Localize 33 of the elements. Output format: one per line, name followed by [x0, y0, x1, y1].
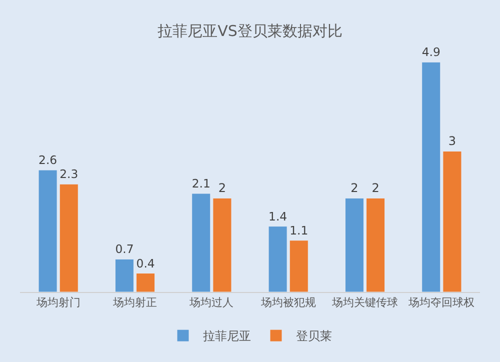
bar [289, 240, 308, 292]
bar [268, 226, 288, 292]
bar [344, 198, 364, 292]
data-label: 2 [372, 181, 380, 196]
bar [422, 62, 441, 292]
legend-label: 拉菲尼亚 [203, 329, 251, 344]
data-label: 0.7 [115, 242, 134, 256]
bar [366, 198, 386, 292]
bar [442, 150, 462, 292]
legend-label: 登贝莱 [296, 329, 332, 344]
bar [38, 170, 58, 292]
x-tick-label: 场均关键传球 [331, 296, 398, 310]
data-label: 2 [218, 181, 226, 196]
bar [114, 258, 134, 292]
x-tick-label: 场均被犯规 [260, 296, 316, 310]
data-label: 1.4 [268, 209, 288, 224]
data-label: 2.1 [192, 176, 210, 191]
bar [136, 272, 156, 292]
data-label: 3 [448, 134, 456, 148]
bar [192, 193, 211, 292]
data-label: 0.4 [136, 256, 155, 270]
x-tick-label: 场均过人 [188, 296, 234, 310]
bar [59, 184, 78, 292]
chart-title: 拉菲尼亚VS登贝莱数据对比 [158, 22, 342, 40]
data-label: 1.1 [290, 223, 308, 238]
x-tick-label: 场均射正 [112, 296, 157, 310]
x-tick-label: 场均射门 [35, 296, 80, 310]
data-label: 2 [350, 181, 358, 196]
x-tick-label: 场均夺回球权 [408, 296, 475, 310]
bar [212, 198, 232, 292]
data-label: 2.6 [38, 153, 58, 168]
data-label: 2.3 [60, 167, 78, 182]
data-label: 4.9 [422, 45, 440, 60]
